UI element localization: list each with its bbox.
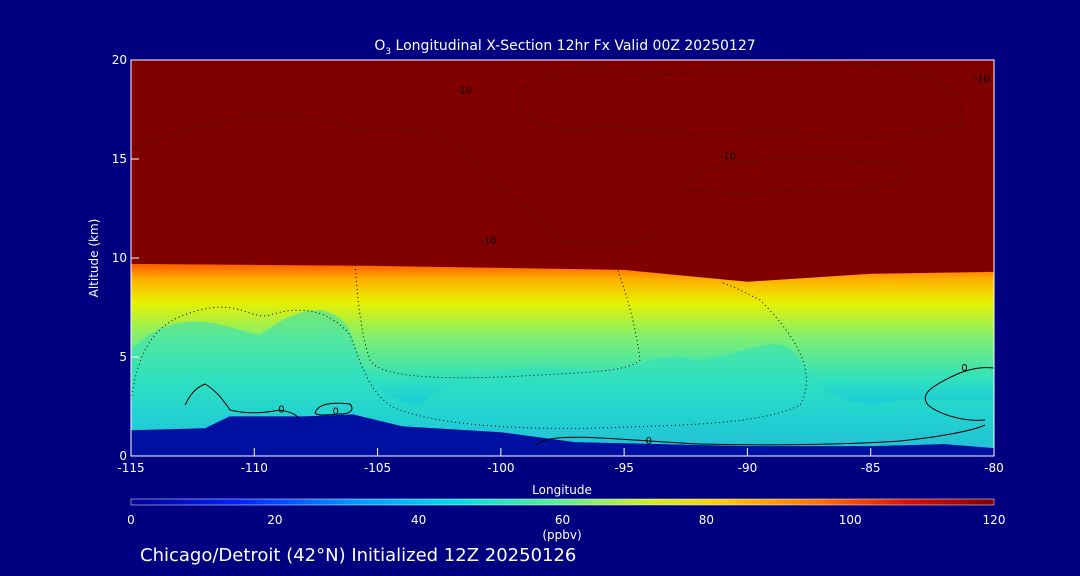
contour-label: -10: [720, 151, 736, 162]
contour-label: -10: [456, 86, 472, 97]
contour-label: 0: [646, 436, 652, 447]
contour-dotted-upper-right: [517, 63, 963, 138]
contour-label: -10: [480, 236, 496, 247]
contour-dotted-mid: [679, 157, 907, 193]
x-tick-label: -110: [241, 461, 268, 475]
title-subscript: 3: [385, 47, 391, 57]
x-tick-label: -90: [738, 461, 758, 475]
y-axis-label: Altitude (km): [87, 219, 101, 298]
contour-lines: [131, 63, 994, 446]
y-tick-label: 20: [112, 53, 127, 67]
chart-title: O3 Longitudinal X-Section 12hr Fx Valid …: [374, 38, 755, 57]
contour-label: 0: [278, 404, 284, 415]
y-tick-label: 10: [112, 251, 127, 265]
colorbar-tick-label: 40: [411, 513, 426, 527]
colorbar-tick-label: 80: [699, 513, 714, 527]
colorbar-unit: (ppbv): [542, 528, 581, 542]
y-axis-ticks: 0 5 10 15 20: [112, 53, 139, 463]
x-tick-label: -105: [364, 461, 391, 475]
colorbar-tick-label: 120: [983, 513, 1006, 527]
contour-label: 0: [961, 363, 967, 374]
y-tick-label: 5: [119, 350, 127, 364]
contour-solid-left: [184, 383, 299, 419]
contour-label: 0: [333, 406, 339, 417]
x-tick-label: -95: [614, 461, 634, 475]
x-tick-label: -100: [487, 461, 514, 475]
contour-labels: -10 -10 -10 -10 0 0 0 0: [278, 74, 990, 447]
contour-label: -10: [974, 74, 990, 85]
colorbar-tick-label: 20: [267, 513, 282, 527]
x-axis-label: Longitude: [532, 483, 592, 497]
x-axis-ticks: -115 -110 -105 -100 -95 -90 -85 -80: [117, 448, 1004, 475]
title-rest: Longitudinal X-Section 12hr Fx Valid 00Z…: [391, 38, 756, 54]
x-tick-label: -85: [861, 461, 881, 475]
contour-solid-small: [314, 402, 353, 416]
colorbar-ticks: 0 20 40 60 80 100 120: [127, 513, 1005, 527]
contour-dotted-upper: [131, 115, 661, 245]
contour-solid-bottom: [534, 424, 986, 446]
contour-dotted-left: [131, 281, 807, 429]
colorbar-tick-label: 0: [127, 513, 135, 527]
y-tick-label: 0: [119, 449, 127, 463]
contour-solid-right: [924, 367, 994, 421]
x-tick-label: -115: [117, 461, 144, 475]
x-tick-label: -80: [984, 461, 1004, 475]
y-tick-label: 15: [112, 152, 127, 166]
surface-low-ozone-layer: [131, 414, 994, 456]
colorbar-tick-label: 100: [839, 513, 862, 527]
colorbar-tick-label: 60: [555, 513, 570, 527]
footer-caption: Chicago/Detroit (42°N) Initialized 12Z 2…: [140, 545, 576, 566]
plot-area: -10 -10 -10 -10 0 0 0 0: [131, 60, 994, 456]
colorbar: [130, 498, 995, 506]
title-prefix: O: [374, 38, 385, 54]
